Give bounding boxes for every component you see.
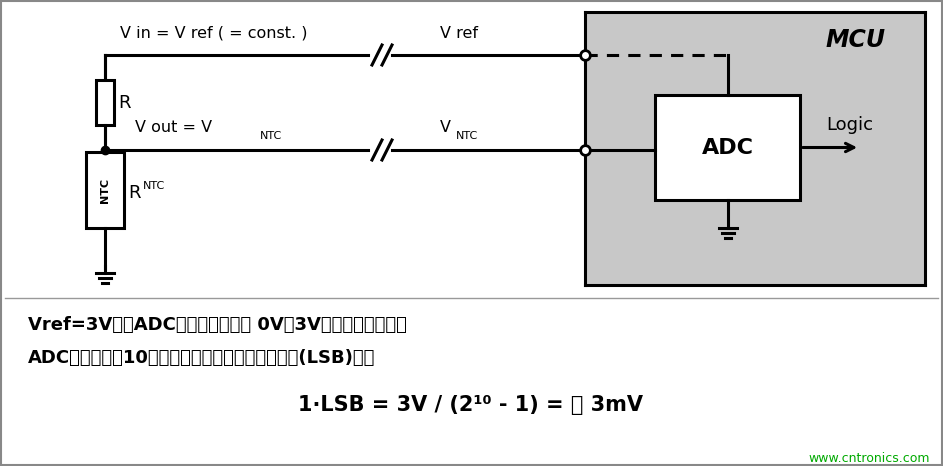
Text: Vref=3Vで、ADCの入力レンジが 0V～3Vであるとすると、: Vref=3Vで、ADCの入力レンジが 0V～3Vであるとすると、 (28, 316, 406, 334)
Text: NTC: NTC (143, 181, 165, 191)
Text: ADC: ADC (702, 137, 753, 158)
Bar (655, 95, 800, 200)
Text: NTC: NTC (100, 178, 110, 203)
Text: V ref: V ref (440, 26, 478, 41)
Text: www.cntronics.com: www.cntronics.com (808, 452, 930, 465)
Text: ADCの分解能が10ビットである場合の量子化単位(LSB)は：: ADCの分解能が10ビットである場合の量子化単位(LSB)は： (28, 349, 375, 367)
Text: 1·LSB = 3V / (2¹⁰ - 1) = 約 3mV: 1·LSB = 3V / (2¹⁰ - 1) = 約 3mV (299, 395, 643, 415)
Text: NTC: NTC (260, 131, 282, 141)
Text: V: V (440, 121, 451, 136)
Bar (86, 152, 124, 228)
Text: V in = V ref ( = const. ): V in = V ref ( = const. ) (120, 26, 307, 41)
Text: R: R (118, 94, 130, 111)
Text: R: R (128, 184, 141, 202)
Bar (585, 12, 925, 285)
Text: Logic: Logic (826, 116, 873, 135)
Text: NTC: NTC (456, 131, 478, 141)
Text: V out = V: V out = V (135, 121, 212, 136)
Bar (96, 80, 114, 125)
Text: MCU: MCU (825, 28, 885, 52)
